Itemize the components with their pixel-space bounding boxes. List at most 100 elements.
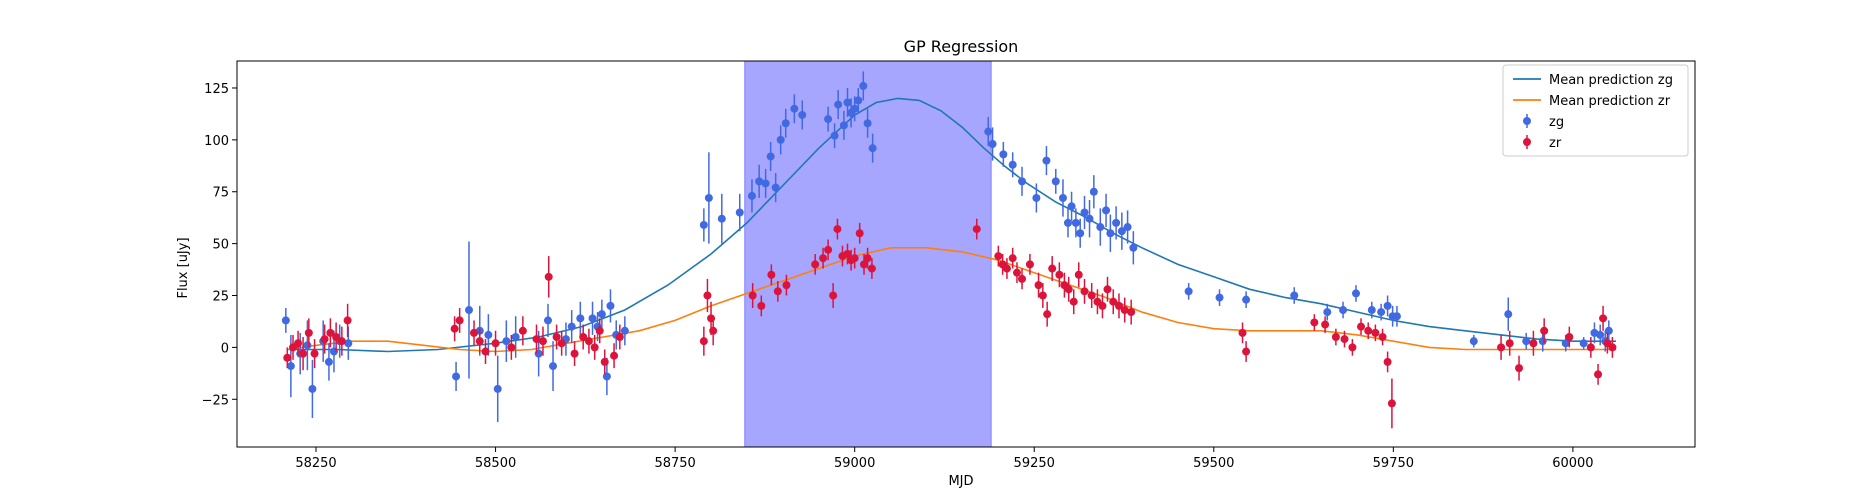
data-point [1055, 270, 1064, 279]
data-point [1096, 223, 1105, 232]
data-point [281, 316, 290, 325]
data-point [1032, 193, 1041, 202]
legend-label: zg [1549, 115, 1564, 130]
data-point [1310, 318, 1319, 327]
data-point [1504, 310, 1513, 319]
x-tick-label: 58250 [295, 456, 336, 471]
data-point [320, 335, 329, 344]
data-point [538, 337, 547, 346]
data-point [834, 100, 843, 109]
data-point [859, 81, 868, 90]
data-point [1064, 285, 1073, 294]
legend-box [1502, 64, 1689, 157]
data-point [839, 121, 848, 130]
data-point [704, 193, 713, 202]
data-point [1383, 357, 1392, 366]
y-tick-label: 125 [204, 82, 229, 97]
data-point [606, 301, 615, 310]
data-point [470, 328, 479, 337]
x-tick-label: 59000 [834, 456, 875, 471]
data-point [1025, 260, 1034, 269]
plot-frame [236, 60, 1696, 448]
data-point [1071, 218, 1080, 227]
data-point [1497, 343, 1506, 352]
data-point [567, 322, 576, 331]
x-tick-label: 59750 [1373, 456, 1414, 471]
data-point [1383, 301, 1392, 310]
legend-marker-swatch [1523, 117, 1531, 125]
data-point [1089, 187, 1098, 196]
data-point [767, 270, 776, 279]
data-point [1085, 214, 1094, 223]
data-point [1242, 295, 1251, 304]
data-point [735, 208, 744, 217]
data-point [502, 337, 511, 346]
legend: Mean prediction zg Mean prediction zr zg zr [1502, 64, 1689, 157]
data-point [597, 310, 606, 319]
data-point [1529, 339, 1538, 348]
data-point [1018, 177, 1027, 186]
data-point [1215, 293, 1224, 302]
y-tick-label: 75 [212, 186, 229, 201]
data-point [1069, 297, 1078, 306]
data-point [1364, 326, 1373, 335]
data-point [579, 333, 588, 342]
data-point [600, 357, 609, 366]
data-point [304, 328, 313, 337]
data-point [830, 131, 839, 140]
data-point [757, 301, 766, 310]
data-point [819, 254, 828, 263]
data-point [283, 353, 292, 362]
series-zr [283, 218, 1617, 429]
data-point [1103, 285, 1112, 294]
data-point [337, 337, 346, 346]
data-point [452, 372, 461, 381]
data-point [481, 347, 490, 356]
x-axis-label: MJD [948, 474, 973, 489]
data-point [1008, 254, 1017, 263]
data-point [854, 96, 863, 105]
y-tick-label: 25 [212, 290, 229, 305]
data-point [1608, 343, 1617, 352]
data-point [1067, 202, 1076, 211]
data-point [1604, 326, 1613, 335]
x-tick-label: 58750 [654, 456, 695, 471]
data-point [1351, 289, 1360, 298]
data-point [1561, 339, 1570, 348]
data-point [610, 351, 619, 360]
data-point [773, 287, 782, 296]
data-point [615, 333, 624, 342]
x-tick-label: 59250 [1014, 456, 1055, 471]
data-point [1102, 206, 1111, 215]
data-point [994, 252, 1003, 261]
data-point [303, 341, 312, 350]
data-point [543, 316, 552, 325]
data-point [717, 214, 726, 223]
data-point [1348, 343, 1357, 352]
legend-label: zr [1549, 136, 1562, 151]
plot-area: 58250 58500 58750 59000 59250 59500 59750 60000… [202, 60, 1696, 471]
data-point [557, 339, 566, 348]
y-tick-label: 50 [212, 238, 229, 253]
data-point [1058, 193, 1067, 202]
data-point [863, 119, 872, 128]
data-point [620, 326, 629, 335]
data-point [1540, 326, 1549, 335]
data-point [286, 362, 295, 371]
data-point [860, 260, 869, 269]
legend-marker-swatch [1523, 138, 1531, 146]
data-point [493, 384, 502, 393]
data-point [1034, 281, 1043, 290]
data-point [1127, 308, 1136, 317]
data-point [1522, 337, 1531, 346]
data-point [1002, 264, 1011, 273]
data-point [570, 349, 579, 358]
data-point [1109, 297, 1118, 306]
data-point [294, 339, 303, 348]
data-point [1357, 322, 1366, 331]
data-point [326, 328, 335, 337]
data-point [484, 330, 493, 339]
data-point [1321, 320, 1330, 329]
data-point [867, 264, 876, 273]
data-point [1596, 330, 1605, 339]
